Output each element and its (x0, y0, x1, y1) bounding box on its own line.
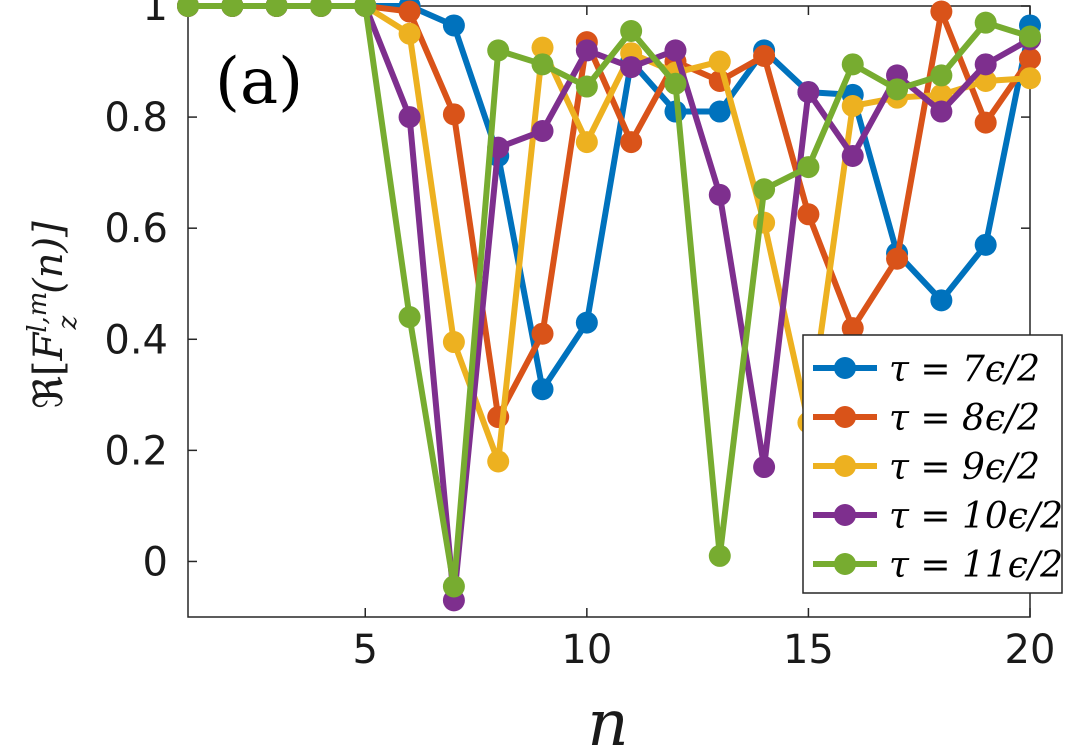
x-tick-label: 5 (353, 627, 378, 673)
legend-marker (834, 357, 856, 379)
data-point (753, 178, 776, 201)
data-point (797, 156, 820, 179)
y-tick-label: 0.6 (104, 206, 168, 252)
data-point (930, 100, 953, 123)
y-label-prefix: ℜ[ (26, 361, 72, 409)
data-point (797, 81, 820, 104)
data-point (886, 247, 909, 270)
y-tick-label: 1 (143, 0, 168, 30)
axis-ticks: 5 10 15 20 0 0.2 0.4 0.6 0.8 1 (104, 0, 1055, 673)
legend-marker (834, 553, 856, 575)
y-tick-label: 0 (143, 539, 168, 585)
data-point (753, 44, 776, 67)
y-label-base: F (26, 332, 72, 362)
data-point (974, 11, 997, 34)
data-point (575, 131, 598, 154)
legend-item: τ = 7ϵ/2 (813, 349, 1040, 390)
legend-marker (834, 504, 856, 526)
data-point (531, 322, 554, 345)
data-point (841, 144, 864, 167)
data-point (664, 72, 687, 95)
x-tick-label: 15 (783, 627, 834, 673)
y-tick-label: 0.4 (104, 317, 168, 363)
data-point (708, 183, 731, 206)
data-point (974, 111, 997, 134)
y-tick-label: 0.8 (104, 95, 168, 141)
x-tick-label: 10 (561, 627, 612, 673)
series-5 (177, 0, 1041, 598)
data-point (930, 0, 953, 23)
legend-marker (834, 455, 856, 477)
data-point (974, 53, 997, 76)
data-point (309, 0, 332, 17)
data-point (398, 22, 421, 45)
plot-frame (187, 5, 1031, 618)
data-point (974, 233, 997, 256)
data-point (886, 78, 909, 101)
panel-label: (a) (215, 45, 303, 119)
series-group (177, 0, 1041, 612)
data-point (398, 306, 421, 329)
data-point (708, 50, 731, 73)
data-point (177, 0, 199, 17)
legend-item: τ = 8ϵ/2 (813, 398, 1040, 439)
data-point (265, 0, 288, 17)
data-point (487, 450, 510, 473)
data-point (930, 289, 953, 312)
y-label-sub: z (53, 316, 83, 331)
data-point (487, 39, 510, 62)
legend-label: τ = 10ϵ/2 (889, 496, 1063, 537)
y-tick-label: 0.2 (104, 428, 168, 474)
data-point (930, 64, 953, 87)
data-point (531, 378, 554, 401)
data-point (841, 94, 864, 117)
y-label-suffix: (n)] (26, 221, 72, 294)
data-point (531, 36, 554, 59)
legend-item: τ = 11ϵ/2 (813, 545, 1063, 586)
data-point (531, 119, 554, 142)
data-point (1019, 47, 1041, 70)
data-point (841, 317, 864, 340)
x-axis-label: n (587, 687, 628, 756)
y-label-sup: l,m (23, 292, 53, 333)
legend-item: τ = 10ϵ/2 (813, 496, 1063, 537)
data-point (1019, 67, 1041, 90)
legend-label: τ = 7ϵ/2 (889, 349, 1040, 390)
data-point (575, 311, 598, 334)
data-point (442, 575, 465, 598)
data-point (531, 53, 554, 76)
data-point (1019, 25, 1041, 48)
data-point (708, 544, 731, 567)
data-point (442, 331, 465, 354)
data-point (442, 103, 465, 126)
data-point (620, 131, 643, 154)
x-tick-label: 20 (1005, 627, 1056, 673)
data-point (575, 75, 598, 98)
data-point (664, 39, 687, 62)
legend-label: τ = 11ϵ/2 (889, 545, 1063, 586)
data-point (841, 53, 864, 76)
axes-box (187, 5, 1031, 618)
legend-marker (834, 406, 856, 428)
data-point (398, 106, 421, 129)
data-point (442, 14, 465, 37)
svg-text:ℜ[Fl,mz(n)]: ℜ[Fl,mz (n)] (23, 221, 83, 409)
data-point (974, 69, 997, 92)
data-point (398, 0, 421, 23)
data-point (797, 203, 820, 226)
data-point (753, 456, 776, 479)
data-point (221, 0, 244, 17)
data-point (708, 100, 731, 123)
data-point (620, 19, 643, 42)
data-point (575, 39, 598, 62)
data-point (354, 0, 377, 17)
y-axis-label: ℜ[Fl,mz (n)] (23, 221, 83, 409)
data-point (620, 56, 643, 79)
data-point (930, 83, 953, 106)
legend-label: τ = 8ϵ/2 (889, 398, 1040, 439)
legend: τ = 7ϵ/2 τ = 8ϵ/2 τ = 9ϵ/2 τ = 10ϵ/2 τ = 11ϵ… (802, 334, 1063, 594)
legend-item: τ = 9ϵ/2 (813, 447, 1040, 488)
legend-label: τ = 9ϵ/2 (889, 447, 1040, 488)
